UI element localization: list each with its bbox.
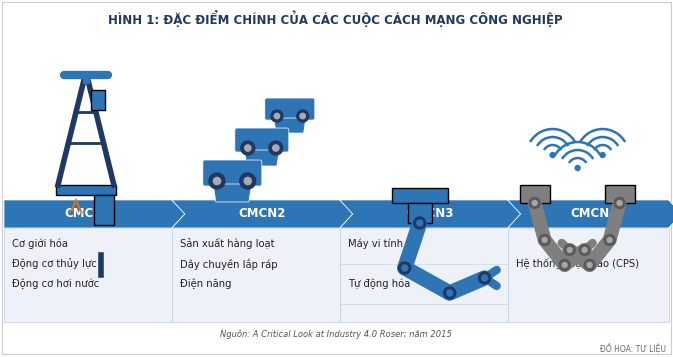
Circle shape xyxy=(297,110,309,122)
Text: Sản xuất hàng loạt: Sản xuất hàng loạt xyxy=(180,238,275,250)
Text: HÌNH 1: ĐẶC ĐIỂM CHÍNH CỦA CÁC CUỘC CÁCH MẠNG CÔNG NGHIỆP: HÌNH 1: ĐẶC ĐIỂM CHÍNH CỦA CÁC CUỘC CÁCH… xyxy=(108,10,563,27)
Polygon shape xyxy=(213,184,252,202)
Polygon shape xyxy=(4,200,185,228)
FancyBboxPatch shape xyxy=(340,228,507,322)
Circle shape xyxy=(274,113,280,119)
FancyBboxPatch shape xyxy=(265,98,315,120)
FancyBboxPatch shape xyxy=(235,128,289,152)
Circle shape xyxy=(444,287,456,299)
FancyBboxPatch shape xyxy=(94,195,114,225)
FancyBboxPatch shape xyxy=(392,188,448,203)
Circle shape xyxy=(559,260,570,271)
FancyBboxPatch shape xyxy=(604,185,635,203)
Circle shape xyxy=(550,152,555,157)
Text: CMCN3: CMCN3 xyxy=(406,207,454,221)
Circle shape xyxy=(587,262,592,267)
Text: CMCN4: CMCN4 xyxy=(571,207,618,221)
FancyBboxPatch shape xyxy=(172,228,340,322)
Polygon shape xyxy=(274,118,306,133)
Circle shape xyxy=(607,237,612,242)
Circle shape xyxy=(209,173,225,189)
Text: Nguồn: A Critical Look at Industry 4.0 Roser; năm 2015: Nguồn: A Critical Look at Industry 4.0 R… xyxy=(220,329,452,339)
Circle shape xyxy=(269,141,283,155)
FancyBboxPatch shape xyxy=(520,185,550,203)
Text: CMCN2: CMCN2 xyxy=(239,207,286,221)
Circle shape xyxy=(542,237,547,242)
Circle shape xyxy=(398,262,411,274)
Circle shape xyxy=(213,177,221,185)
Polygon shape xyxy=(68,198,84,215)
FancyBboxPatch shape xyxy=(507,228,668,322)
Circle shape xyxy=(414,217,426,229)
FancyBboxPatch shape xyxy=(91,90,105,110)
Circle shape xyxy=(529,197,540,208)
Circle shape xyxy=(617,201,622,206)
Polygon shape xyxy=(507,200,673,228)
Circle shape xyxy=(575,166,580,171)
Circle shape xyxy=(600,152,605,157)
Circle shape xyxy=(244,177,251,185)
Circle shape xyxy=(539,235,550,246)
Text: Hệ thống thực - ảo (CPS): Hệ thống thực - ảo (CPS) xyxy=(516,258,639,270)
Circle shape xyxy=(562,262,567,267)
FancyBboxPatch shape xyxy=(408,203,431,223)
Circle shape xyxy=(567,247,572,252)
Polygon shape xyxy=(244,150,279,166)
FancyBboxPatch shape xyxy=(4,228,172,322)
Circle shape xyxy=(241,141,255,155)
Text: Động cơ hơi nước: Động cơ hơi nước xyxy=(12,279,99,289)
Circle shape xyxy=(240,173,256,189)
Circle shape xyxy=(564,245,575,256)
Text: Động cơ thủy lực: Động cơ thủy lực xyxy=(12,258,97,270)
Circle shape xyxy=(479,272,491,284)
Circle shape xyxy=(604,235,615,246)
FancyBboxPatch shape xyxy=(203,160,262,186)
Circle shape xyxy=(417,220,423,226)
Circle shape xyxy=(579,245,590,256)
Text: Điện năng: Điện năng xyxy=(180,279,232,289)
Circle shape xyxy=(245,145,251,151)
Text: Máy vi tính: Máy vi tính xyxy=(348,239,403,249)
Circle shape xyxy=(447,290,453,296)
Polygon shape xyxy=(340,200,521,228)
Text: Cơ giới hóa: Cơ giới hóa xyxy=(12,239,68,249)
Circle shape xyxy=(300,113,306,119)
Circle shape xyxy=(584,260,595,271)
Circle shape xyxy=(614,197,625,208)
Circle shape xyxy=(273,145,279,151)
Circle shape xyxy=(582,247,587,252)
Circle shape xyxy=(482,275,488,281)
Circle shape xyxy=(271,110,283,122)
Text: Dây chuyền lắp ráp: Dây chuyền lắp ráp xyxy=(180,258,277,270)
FancyBboxPatch shape xyxy=(56,185,116,195)
Polygon shape xyxy=(172,200,353,228)
Circle shape xyxy=(402,265,408,271)
Text: Tự động hóa: Tự động hóa xyxy=(348,279,410,289)
Text: ĐỒ HOA: TƯ LIỆU: ĐỒ HOA: TƯ LIỆU xyxy=(600,342,666,353)
Circle shape xyxy=(532,201,537,206)
Text: CMCN1: CMCN1 xyxy=(64,207,112,221)
